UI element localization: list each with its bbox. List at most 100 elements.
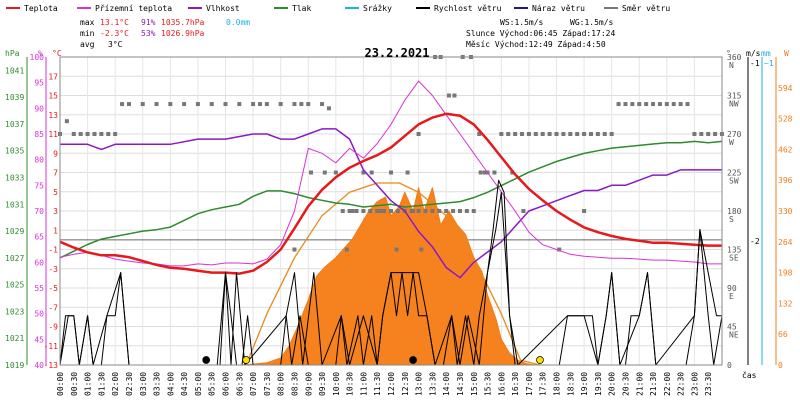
info-sun: Slunce Východ:06:45 Západ:17:24 — [466, 29, 615, 38]
humidity-line — [60, 128, 722, 279]
deg-tick-label: 17 — [48, 72, 58, 81]
wind-direction-point — [623, 102, 628, 107]
legend-label: Náraz větru — [532, 4, 585, 13]
x-tick-label: 03:00 — [139, 372, 148, 396]
deg-tick-label: -3 — [48, 265, 58, 274]
x-tick-label: 00:00 — [56, 372, 65, 396]
wind-direction-point — [499, 132, 504, 136]
wind-direction-point — [568, 132, 573, 136]
x-tick-label: 14:30 — [456, 372, 465, 396]
dir-tick-value: 270 — [727, 130, 742, 139]
wind-direction-point — [375, 209, 380, 213]
wind-direction-point — [340, 209, 345, 213]
dir-tick-value: 45 — [727, 323, 737, 332]
wind-direction-point — [671, 102, 676, 107]
marker-sunrise-night — [202, 356, 211, 364]
x-tick-label: 04:30 — [180, 372, 189, 396]
hpa-tick-label: 1027 — [5, 254, 24, 263]
deg-tick-label: -5 — [48, 284, 58, 293]
deg-tick-label: 3 — [53, 207, 58, 216]
deg-tick-label: -9 — [48, 323, 58, 332]
wind-direction-point — [482, 170, 487, 175]
wind-direction-point — [237, 102, 242, 107]
wind-direction-point — [333, 170, 338, 175]
wind-direction-point — [547, 132, 552, 136]
wind-direction-point — [554, 132, 559, 136]
wind-direction-point — [533, 132, 538, 136]
x-tick-label: 15:00 — [470, 372, 479, 396]
pct-tick-label: 90 — [34, 104, 44, 113]
hpa-tick-label: 1039 — [5, 93, 24, 102]
dir-tick-value: 225 — [727, 169, 742, 178]
deg-tick-label: -1 — [48, 246, 58, 255]
wind-direction-point — [182, 102, 187, 107]
x-tick-label: 14:00 — [442, 372, 451, 396]
hpa-tick-label: 1041 — [5, 66, 24, 75]
solar-radiation-area — [241, 187, 535, 366]
wind-direction-point — [452, 93, 457, 98]
stats-min-temp: -2.3°C — [100, 29, 129, 38]
x-tick-label: 01:30 — [97, 372, 106, 396]
deg-tick-label: 13 — [48, 111, 58, 120]
wind-direction-point — [506, 132, 511, 136]
pressure-line — [59, 140, 723, 259]
legend-label: Směr větru — [622, 4, 670, 13]
x-tick-label: 15:30 — [484, 372, 493, 396]
x-tick-label: 11:00 — [359, 372, 368, 396]
marker-sunrise — [242, 356, 251, 364]
wind-direction-point — [637, 102, 642, 107]
wind-direction-point — [616, 102, 621, 107]
x-tick-label: 06:00 — [222, 372, 231, 396]
wind-direction-point — [416, 209, 421, 213]
wind-direction-point — [361, 170, 366, 175]
pct-tick-label: 40 — [34, 361, 44, 370]
deg-axis-title: °C — [52, 49, 62, 58]
dir-tick-compass: E — [729, 292, 734, 301]
stats-precipitation: 0.0mm — [226, 18, 250, 27]
wind-direction-point — [657, 102, 662, 107]
wind-direction-point — [389, 170, 393, 175]
pct-tick-label: 70 — [34, 207, 44, 216]
w-axis-title: W — [784, 49, 789, 58]
pct-tick-label: 65 — [34, 233, 44, 242]
wind-direction-point — [394, 247, 399, 252]
x-tick-label: 17:00 — [525, 372, 534, 396]
x-tick-label: 18:00 — [553, 372, 562, 396]
pct-tick-label: 75 — [34, 181, 44, 190]
wind-direction-point — [154, 102, 159, 107]
wind-direction-point — [419, 247, 424, 252]
x-tick-label: 03:30 — [153, 372, 162, 396]
stats-max-pressure: 1035.7hPa — [161, 18, 205, 27]
wind-direction-point — [369, 170, 374, 175]
w-tick-label: 396 — [778, 176, 793, 185]
w-tick-label: 330 — [778, 207, 793, 216]
dir-tick-value: 90 — [727, 284, 737, 293]
wind-direction-point — [209, 102, 214, 107]
wind-direction-point — [411, 209, 416, 213]
deg-tick-label: 9 — [53, 149, 58, 158]
x-tick-label: 08:00 — [277, 372, 286, 396]
dir-tick-compass: N — [729, 61, 734, 70]
dir-tick-compass: W — [729, 138, 734, 147]
x-tick-label: 06:30 — [235, 372, 244, 396]
stats-max-label: max — [80, 18, 95, 27]
wind-direction-point — [347, 209, 352, 213]
x-tick-label: 12:30 — [401, 372, 410, 396]
x-tick-label: 22:30 — [677, 372, 686, 396]
wind-direction-point — [354, 209, 359, 213]
dir-tick-compass: NE — [729, 331, 739, 340]
hpa-tick-label: 1025 — [5, 281, 24, 290]
info-moon: Měsíc Východ:12:49 Západ:4:50 — [466, 40, 606, 49]
dir-axis-title: ° — [726, 49, 731, 58]
wind-direction-point — [630, 102, 635, 107]
wind-direction-point — [195, 102, 200, 107]
wind-direction-point — [464, 209, 469, 213]
x-tick-label: 09:30 — [318, 372, 327, 396]
wind-direction-point — [588, 132, 593, 136]
wind-direction-point — [306, 102, 311, 107]
ms-axis-title: m/s — [746, 49, 761, 58]
stats-min-humidity: 53% — [141, 29, 156, 38]
info-wind-speed: WS:1.5m/s — [500, 18, 544, 27]
w-tick-label: 462 — [778, 145, 793, 154]
